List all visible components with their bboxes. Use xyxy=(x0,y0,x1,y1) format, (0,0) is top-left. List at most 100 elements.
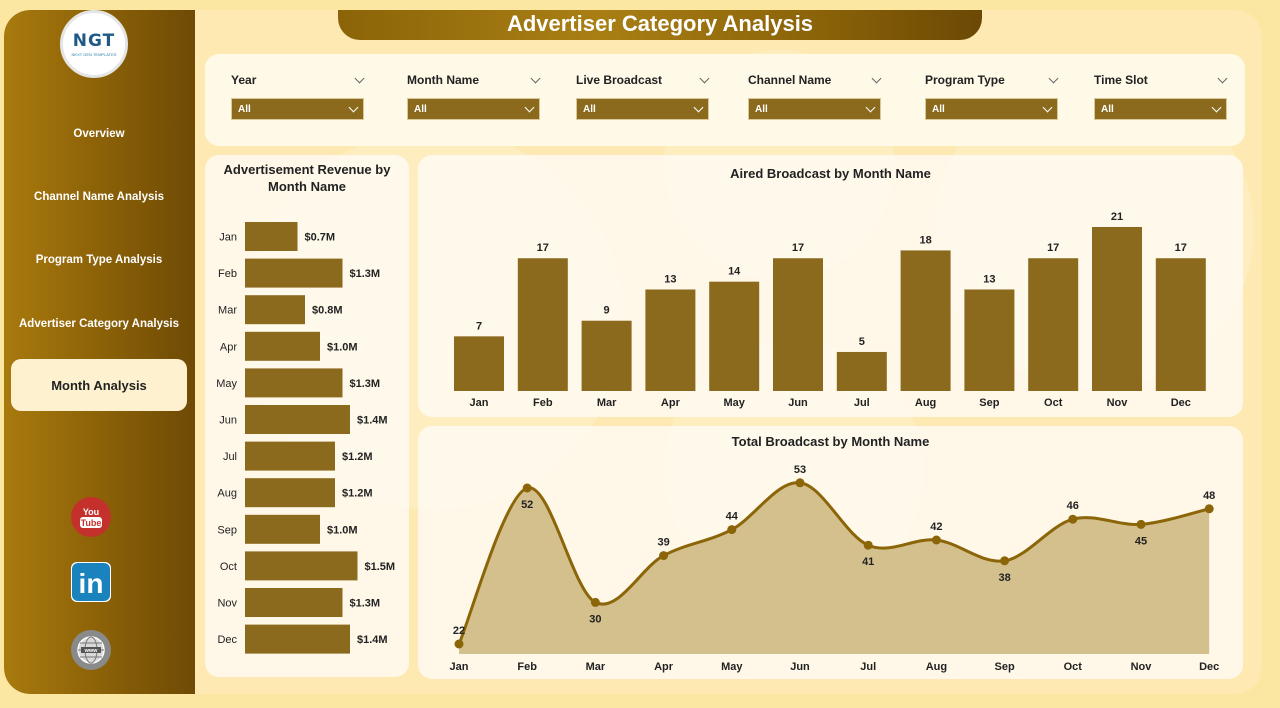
aired-data-label: 7 xyxy=(476,320,482,332)
youtube-icon[interactable]: You Tube xyxy=(71,497,111,537)
revenue-bar xyxy=(245,295,305,325)
revenue-data-label: $1.5M xyxy=(365,561,396,573)
aired-bar xyxy=(773,258,823,391)
total-chart: 22 Jan 52 Feb 30 Mar 39 Apr 44 May 53 Jun 41 Jul 42 Aug… xyxy=(450,464,1220,673)
total-point xyxy=(454,639,464,649)
revenue-bar xyxy=(245,588,343,617)
chevron-down-icon[interactable] xyxy=(530,73,541,83)
chevron-down-icon xyxy=(348,102,359,112)
revenue-bar xyxy=(245,222,298,251)
nav-item-month-analysis[interactable]: Month Analysis xyxy=(11,359,187,411)
total-data-label: 39 xyxy=(657,537,669,549)
revenue-bar xyxy=(245,478,335,508)
aired-month-label: Jul xyxy=(854,397,870,409)
total-point xyxy=(1068,514,1078,524)
aired-bar xyxy=(836,351,887,391)
dropdown-value: All xyxy=(755,103,768,115)
total-month-label: Jan xyxy=(450,661,469,673)
total-month-label: Nov xyxy=(1131,661,1153,673)
total-point xyxy=(863,540,873,550)
linkedin-bg xyxy=(72,563,110,601)
logo-subtext: NEXT GEN TEMPLATES xyxy=(71,52,117,57)
chevron-down-icon xyxy=(1211,102,1222,112)
total-data-label: 41 xyxy=(862,556,874,568)
aired-bar xyxy=(709,281,760,391)
total-data-label: 44 xyxy=(726,511,739,523)
revenue-data-label: $1.2M xyxy=(342,451,373,463)
aired-bar xyxy=(1092,227,1142,391)
revenue-chart: Jan $0.7M Feb $1.3M Mar $0.8M Apr $1.0M May $1.3M… xyxy=(216,222,396,654)
nav-item-advertiser-category-analysis[interactable]: Advertiser Category Analysis xyxy=(11,298,187,350)
dropdown-value: All xyxy=(238,103,251,115)
aired-month-label: Apr xyxy=(661,397,681,409)
revenue-bar xyxy=(245,331,320,361)
filter-panel: Year All Month Name All Live Broadcast A… xyxy=(205,54,1245,146)
aired-month-label: Sep xyxy=(979,397,999,409)
revenue-data-label: $1.0M xyxy=(327,524,358,536)
aired-month-label: Jun xyxy=(788,397,808,409)
revenue-month-label: Jan xyxy=(219,232,237,244)
nav-item-label: Channel Name Analysis xyxy=(34,191,164,203)
total-point xyxy=(795,478,805,488)
chevron-down-icon[interactable] xyxy=(1217,73,1228,83)
chevron-down-icon[interactable] xyxy=(871,73,882,83)
revenue-data-label: $1.3M xyxy=(350,268,381,280)
youtube-you: You xyxy=(83,507,99,517)
chevron-down-icon[interactable] xyxy=(354,73,365,83)
revenue-bar xyxy=(245,258,343,288)
total-point xyxy=(727,525,737,535)
slicer-label: Program Type xyxy=(925,73,1005,87)
chevron-down-icon xyxy=(524,102,535,112)
live-broadcast-dropdown[interactable]: All xyxy=(576,98,709,120)
revenue-month-label: Jun xyxy=(219,415,237,427)
total-point xyxy=(590,597,600,607)
slicer-label: Year xyxy=(231,73,257,87)
slicer-live-broadcast: Live Broadcast All xyxy=(576,71,712,120)
total-data-label: 46 xyxy=(1067,500,1079,512)
total-month-label: Jul xyxy=(860,661,876,673)
total-month-label: Jun xyxy=(790,661,810,673)
chevron-down-icon[interactable] xyxy=(1048,73,1059,83)
linkedin-glyph: in xyxy=(72,563,110,601)
month-name-dropdown[interactable]: All xyxy=(407,98,540,120)
total-month-label: Mar xyxy=(586,661,606,673)
slicer-label: Channel Name xyxy=(748,73,832,87)
total-chart-title: Total Broadcast by Month Name xyxy=(731,434,930,449)
nav-item-program-type-analysis[interactable]: Program Type Analysis xyxy=(11,234,187,286)
program-type-dropdown[interactable]: All xyxy=(925,98,1058,120)
linkedin-icon[interactable]: in xyxy=(71,562,111,602)
youtube-glyph: You Tube xyxy=(80,507,102,528)
total-point xyxy=(522,483,532,493)
aired-data-label: 17 xyxy=(792,242,804,254)
aired-chart-card: Aired Broadcast by Month Name 7 Jan 17 Feb 9… xyxy=(418,155,1243,417)
slicer-channel-name: Channel Name All xyxy=(748,71,884,120)
time-slot-dropdown[interactable]: All xyxy=(1094,98,1227,120)
total-data-label: 22 xyxy=(453,625,465,637)
nav-item-overview[interactable]: Overview xyxy=(11,108,187,160)
slicer-month-name: Month Name All xyxy=(407,71,543,120)
aired-bar xyxy=(517,258,568,391)
page-title: Advertiser Category Analysis xyxy=(506,11,814,36)
revenue-bar xyxy=(245,514,320,544)
aired-month-label: Nov xyxy=(1107,397,1129,409)
total-data-label: 42 xyxy=(930,521,942,533)
revenue-data-label: $1.4M xyxy=(357,634,388,646)
globe-icon[interactable]: www xyxy=(71,630,111,670)
revenue-data-label: $0.7M xyxy=(305,232,336,244)
total-month-label: Sep xyxy=(995,661,1015,673)
sidebar: NGT NEXT GEN TEMPLATES Overview Channel … xyxy=(4,10,195,694)
chevron-down-icon[interactable] xyxy=(699,73,710,83)
total-data-label: 53 xyxy=(794,464,806,476)
dropdown-value: All xyxy=(414,103,427,115)
channel-name-dropdown[interactable]: All xyxy=(748,98,881,120)
youtube-tube-box xyxy=(80,517,102,528)
globe-glyph: www xyxy=(77,636,105,664)
logo-text: NGT xyxy=(72,31,116,51)
year-dropdown[interactable]: All xyxy=(231,98,364,120)
nav-item-channel-name-analysis[interactable]: Channel Name Analysis xyxy=(11,171,187,223)
revenue-month-label: Mar xyxy=(218,305,237,317)
ngt-logo: NGT NEXT GEN TEMPLATES xyxy=(60,10,128,78)
aired-data-label: 18 xyxy=(919,234,931,246)
total-month-label: Feb xyxy=(517,661,537,673)
aired-month-label: Aug xyxy=(915,397,936,409)
